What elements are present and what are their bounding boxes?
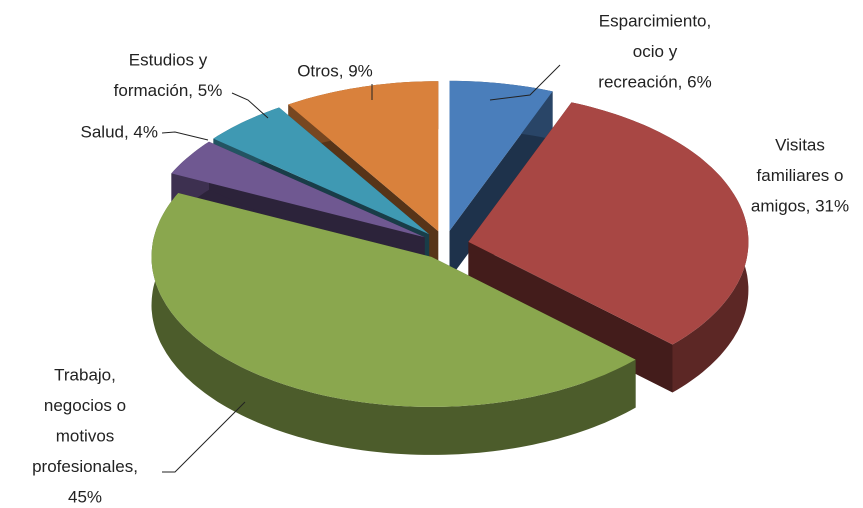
data-label: negocios o [44, 396, 126, 415]
labels: Esparcimiento, ocio y recreación, 6% Visita… [32, 11, 849, 506]
data-label: Visitas [775, 135, 825, 154]
slice-tops [151, 80, 749, 407]
data-label: Estudios y [129, 50, 208, 69]
data-label: Trabajo, [54, 365, 116, 384]
data-label: amigos, 31% [751, 196, 849, 215]
slice [151, 193, 636, 407]
data-label: formación, 5% [114, 81, 223, 100]
data-label: Salud, 4% [81, 122, 159, 141]
slice [288, 81, 439, 232]
data-label: recreación, 6% [598, 72, 711, 91]
slice-rim [151, 193, 636, 455]
data-label: 45% [68, 487, 102, 506]
data-label: Esparcimiento, [599, 11, 711, 30]
data-label: familiares o [757, 166, 844, 185]
data-label: Otros, 9% [297, 61, 373, 80]
leader-line [161, 131, 209, 141]
leader-line [231, 92, 269, 119]
data-label: profesionales, [32, 457, 138, 476]
slice [449, 80, 553, 231]
leader-line [489, 64, 561, 101]
data-label: ocio y [633, 42, 678, 61]
slice [213, 107, 430, 235]
leader-line [162, 401, 246, 473]
data-label: motivos [56, 426, 115, 445]
slice-wall [449, 91, 553, 279]
slice [171, 141, 425, 238]
slice [468, 102, 749, 345]
